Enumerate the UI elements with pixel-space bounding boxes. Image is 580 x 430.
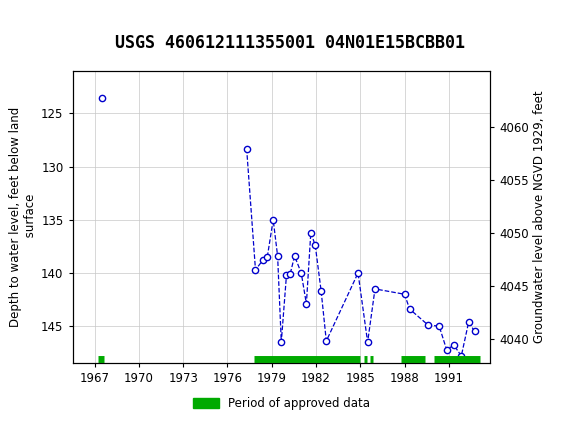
Text: ▣: ▣ — [3, 10, 24, 31]
Y-axis label: Depth to water level, feet below land
 surface: Depth to water level, feet below land su… — [9, 107, 37, 327]
Y-axis label: Groundwater level above NGVD 1929, feet: Groundwater level above NGVD 1929, feet — [533, 91, 546, 344]
Legend: Period of approved data: Period of approved data — [188, 392, 375, 415]
FancyBboxPatch shape — [6, 3, 75, 37]
Text: USGS 460612111355001 04N01E15BCBB01: USGS 460612111355001 04N01E15BCBB01 — [115, 34, 465, 52]
Text: USGS: USGS — [44, 13, 90, 28]
